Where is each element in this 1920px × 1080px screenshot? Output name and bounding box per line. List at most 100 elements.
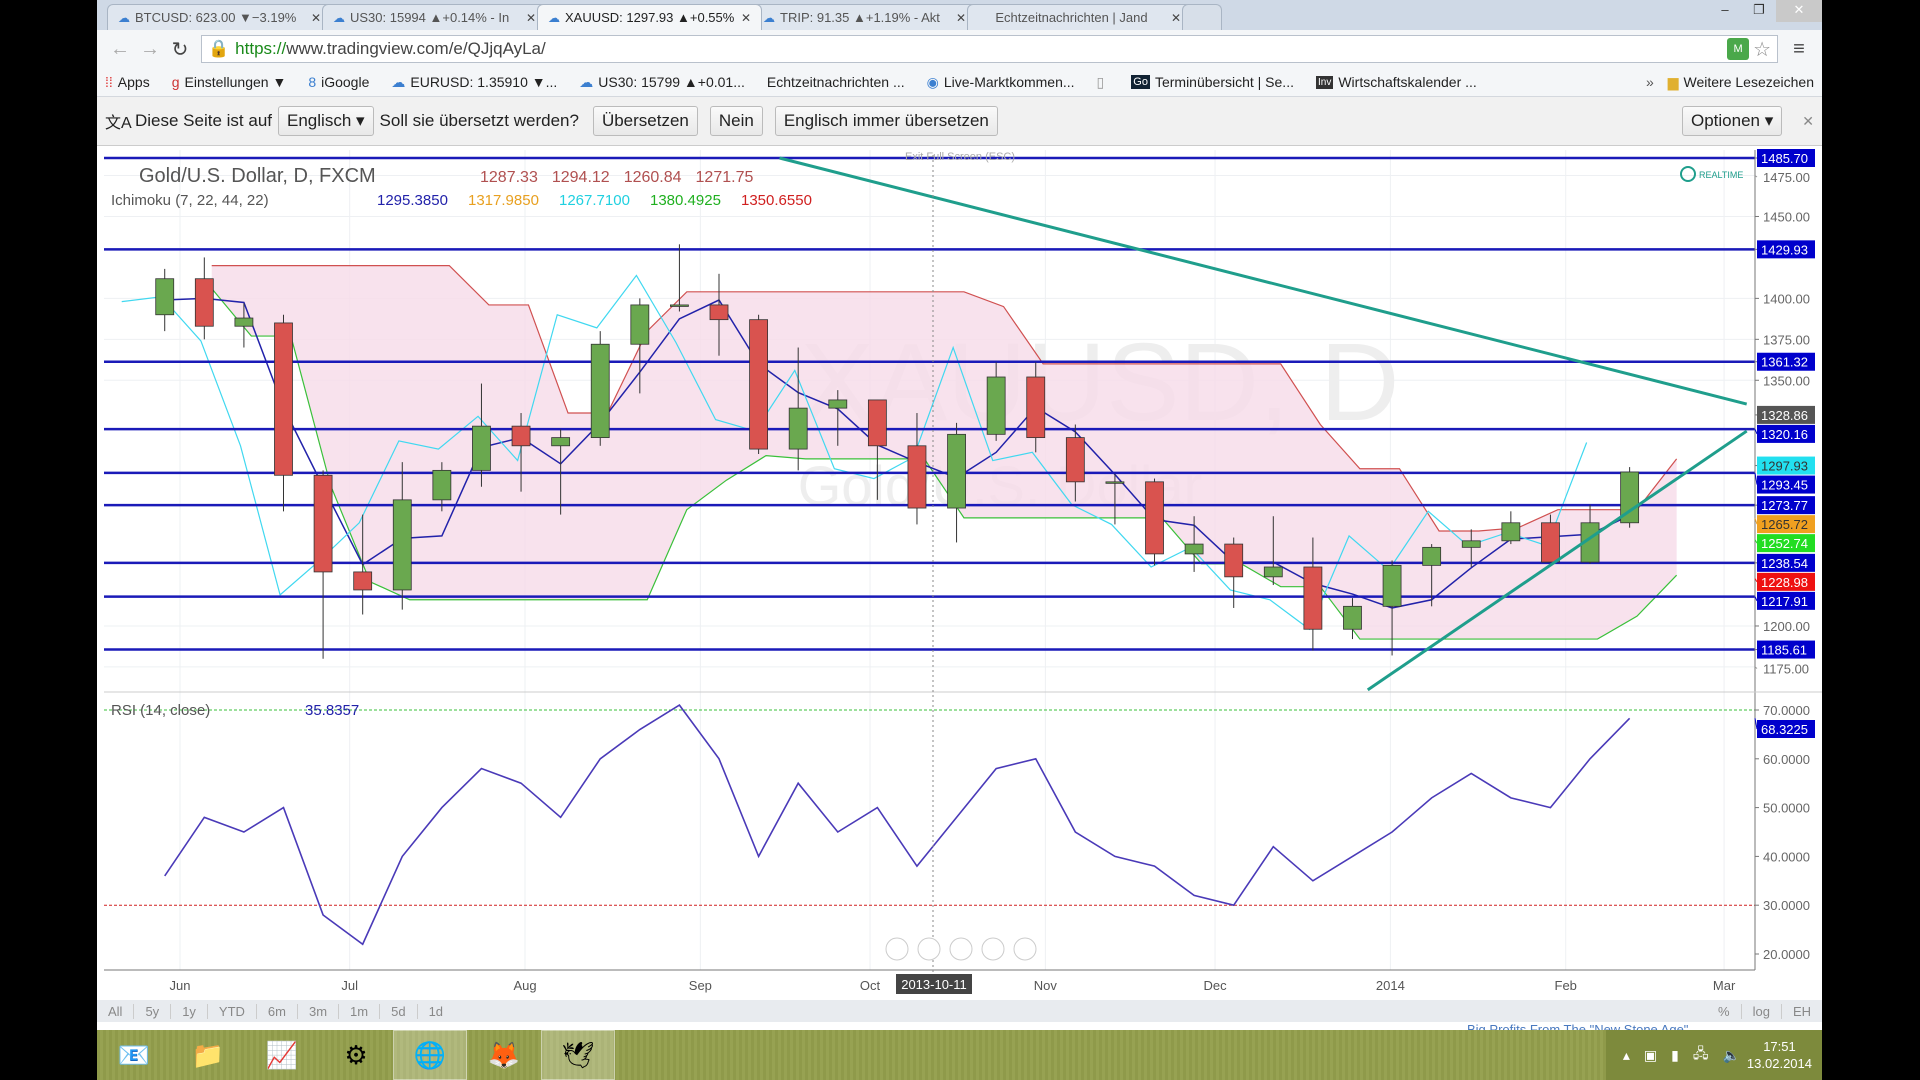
close-window-icon[interactable]: ✕ [1776,0,1822,22]
candle-body [1145,481,1164,555]
rsi-value-box [1757,720,1815,738]
lock-icon: 🔒 [208,39,230,58]
chart-svg[interactable]: XAUUSD, D Gold/U.S. Dollar JunJulAugSepO… [97,146,1822,1000]
range-1d[interactable]: 1d [428,1003,444,1019]
bookmark-page[interactable]: ▯ [1097,74,1110,91]
taskbar-monitor-icon[interactable]: 📈 [265,1039,299,1070]
log-scale-button[interactable]: log [1742,1003,1782,1019]
ohlc-values: 1287.33 1294.12 1260.84 1271.75 [480,169,753,186]
taskbar-settings-icon[interactable]: ⚙ [344,1039,368,1070]
clock[interactable]: 17:51 13.02.2014 [1747,1038,1812,1072]
taskbar-outlook-icon[interactable]: 📧 [117,1039,151,1070]
minimize-icon[interactable]: – [1721,2,1729,17]
range-5d[interactable]: 5d [380,1003,418,1019]
scroll-left-button[interactable] [885,937,909,961]
range-all[interactable]: All [97,1003,135,1019]
chart-nav-controls [885,937,1037,961]
tray-network-icon[interactable]: 🖧 [1692,1045,1709,1061]
tab-echtzeitnachrichten[interactable]: Echtzeitnachrichten | Jand ✕ [967,4,1192,30]
close-tab-icon[interactable]: ✕ [740,10,751,25]
label-leader-line [1754,472,1758,485]
tray-battery-icon[interactable]: ▮ [1671,1046,1679,1063]
close-translate-icon[interactable]: ✕ [1802,112,1814,129]
taskbar-explorer-icon[interactable]: 📁 [191,1039,225,1070]
candle-body [511,425,531,447]
range-1y[interactable]: 1y [171,1003,208,1019]
price-label-box [1757,591,1815,610]
taskbar-chrome-icon[interactable]: 🌐 [393,1030,467,1080]
zoom-in-button[interactable] [981,937,1005,961]
close-tab-icon[interactable]: ✕ [525,10,536,25]
bookmark-wirtschaftskalender[interactable]: Inv Wirtschaftskalender ... [1315,74,1477,90]
close-tab-icon[interactable]: ✕ [955,10,966,25]
bookmark-live-markt[interactable]: ◉ Live-Marktkommen... [927,74,1075,91]
range-5y[interactable]: 5y [134,1003,172,1019]
price-axis-label: 1475.00 [1763,170,1810,185]
scroll-right-button[interactable] [1013,937,1037,961]
language-select[interactable]: Englisch ▾ [278,106,374,136]
tray-recorder-icon[interactable]: ▣ [1643,1046,1658,1063]
restore-icon[interactable]: ❐ [1753,2,1765,17]
menu-icon[interactable]: ≡ [1793,37,1805,60]
tab-xauusd[interactable]: ☁ XAUUSD: 1297.93 ▲+0.55% ✕ [537,4,762,30]
label-leader-line [1754,578,1758,583]
bookmark-termin[interactable]: Go Terminübersicht | Se... [1131,74,1294,90]
forward-icon[interactable]: → [140,37,160,60]
bookmark-eurusd[interactable]: ☁ EURUSD: 1.35910 ▼... [391,74,557,91]
bookmark-label: Wirtschaftskalender ... [1338,74,1477,90]
back-icon[interactable]: ← [110,37,130,60]
browser-window: ☁ BTCUSD: 623.00 ▼−3.19% ✕ ☁ US30: 15994 ▲+… [97,0,1822,1037]
bookmark-label: Einstellungen ▼ [184,74,287,90]
close-tab-icon[interactable]: ✕ [1170,10,1181,25]
range-1m[interactable]: 1m [339,1003,381,1019]
bookmark-igoogle[interactable]: 8 iGoogle [308,74,369,90]
price-label-box [1757,496,1815,515]
other-bookmarks-folder[interactable]: ▆ Weitere Lesezeichen [1668,74,1814,91]
options-button[interactable]: Optionen ▾ [1682,106,1783,136]
bookmark-echtzeitnachrichten[interactable]: Echtzeitnachrichten ... [767,74,905,90]
globe-icon: ◉ [926,73,939,90]
range-ytd[interactable]: YTD [208,1003,257,1019]
price-label-box [1757,405,1815,424]
range-3m[interactable]: 3m [298,1003,340,1019]
range-6m[interactable]: 6m [257,1003,298,1019]
price-label: 1238.54 [1761,556,1808,571]
tradingview-icon: ☁ [763,10,775,25]
price-axis-label: 1400.00 [1763,291,1810,306]
tray-expand-icon[interactable]: ▴ [1622,1046,1630,1063]
taskbar-thunderbird-icon[interactable]: 🕊 [541,1030,615,1080]
bookmark-apps[interactable]: ⁞⁞ Apps [105,74,150,90]
bookmark-label: Apps [117,74,150,90]
percent-scale-button[interactable]: % [1707,1003,1742,1019]
tab-btcusd[interactable]: ☁ BTCUSD: 623.00 ▼−3.19% ✕ [107,4,332,30]
tab-us30[interactable]: ☁ US30: 15994 ▲+0.14% - In ✕ [322,4,547,30]
label-leader-line [1754,539,1758,544]
extension-icon[interactable]: M [1727,38,1750,60]
bookmark-us30[interactable]: ☁ US30: 15799 ▲+0.01... [579,74,745,91]
zoom-out-button[interactable] [917,937,941,961]
tab-trip[interactable]: ☁ TRIP: 91.35 ▲+1.19% - Akt ✕ [752,4,977,30]
no-button[interactable]: Nein [709,106,763,136]
ichimoku-value: 1267.7100 [559,192,630,209]
reload-icon[interactable]: ↻ [171,38,189,61]
url-field[interactable]: 🔒 https://www.tradingview.com/e/QJjqAyLa… [201,35,1778,63]
rsi-axis-label: 30.0000 [1763,898,1810,913]
new-tab-button[interactable] [1182,4,1222,30]
bookmark-star-icon[interactable]: ☆ [1753,38,1771,61]
price-label: 1217.91 [1761,594,1808,609]
apps-grid-icon: ⁞⁞ [105,74,113,90]
bookmark-einstellungen[interactable]: g Einstellungen ▼ [172,74,287,90]
chart-area[interactable]: XAUUSD, D Gold/U.S. Dollar JunJulAugSepO… [97,146,1822,1037]
label-leader-line [1754,518,1758,525]
exit-fullscreen-hint[interactable]: Exit Full Screen (ESC) [905,151,1015,163]
close-tab-icon[interactable]: ✕ [310,10,321,25]
extended-hours-button[interactable]: EH [1792,1003,1811,1019]
more-bookmarks-chevron[interactable]: » [1645,74,1654,90]
address-bar-row: ← → ↻ 🔒 https://www.tradingview.com/e/QJ… [97,30,1822,68]
reset-button[interactable] [949,937,973,961]
price-axis-label: 1450.00 [1763,209,1810,224]
translate-button[interactable]: Übersetzen [592,106,698,136]
tray-volume-icon[interactable]: 🔈 [1722,1046,1740,1063]
taskbar-firefox-icon[interactable]: 🦊 [487,1039,521,1070]
always-translate-button[interactable]: Englisch immer übersetzen [774,106,998,136]
